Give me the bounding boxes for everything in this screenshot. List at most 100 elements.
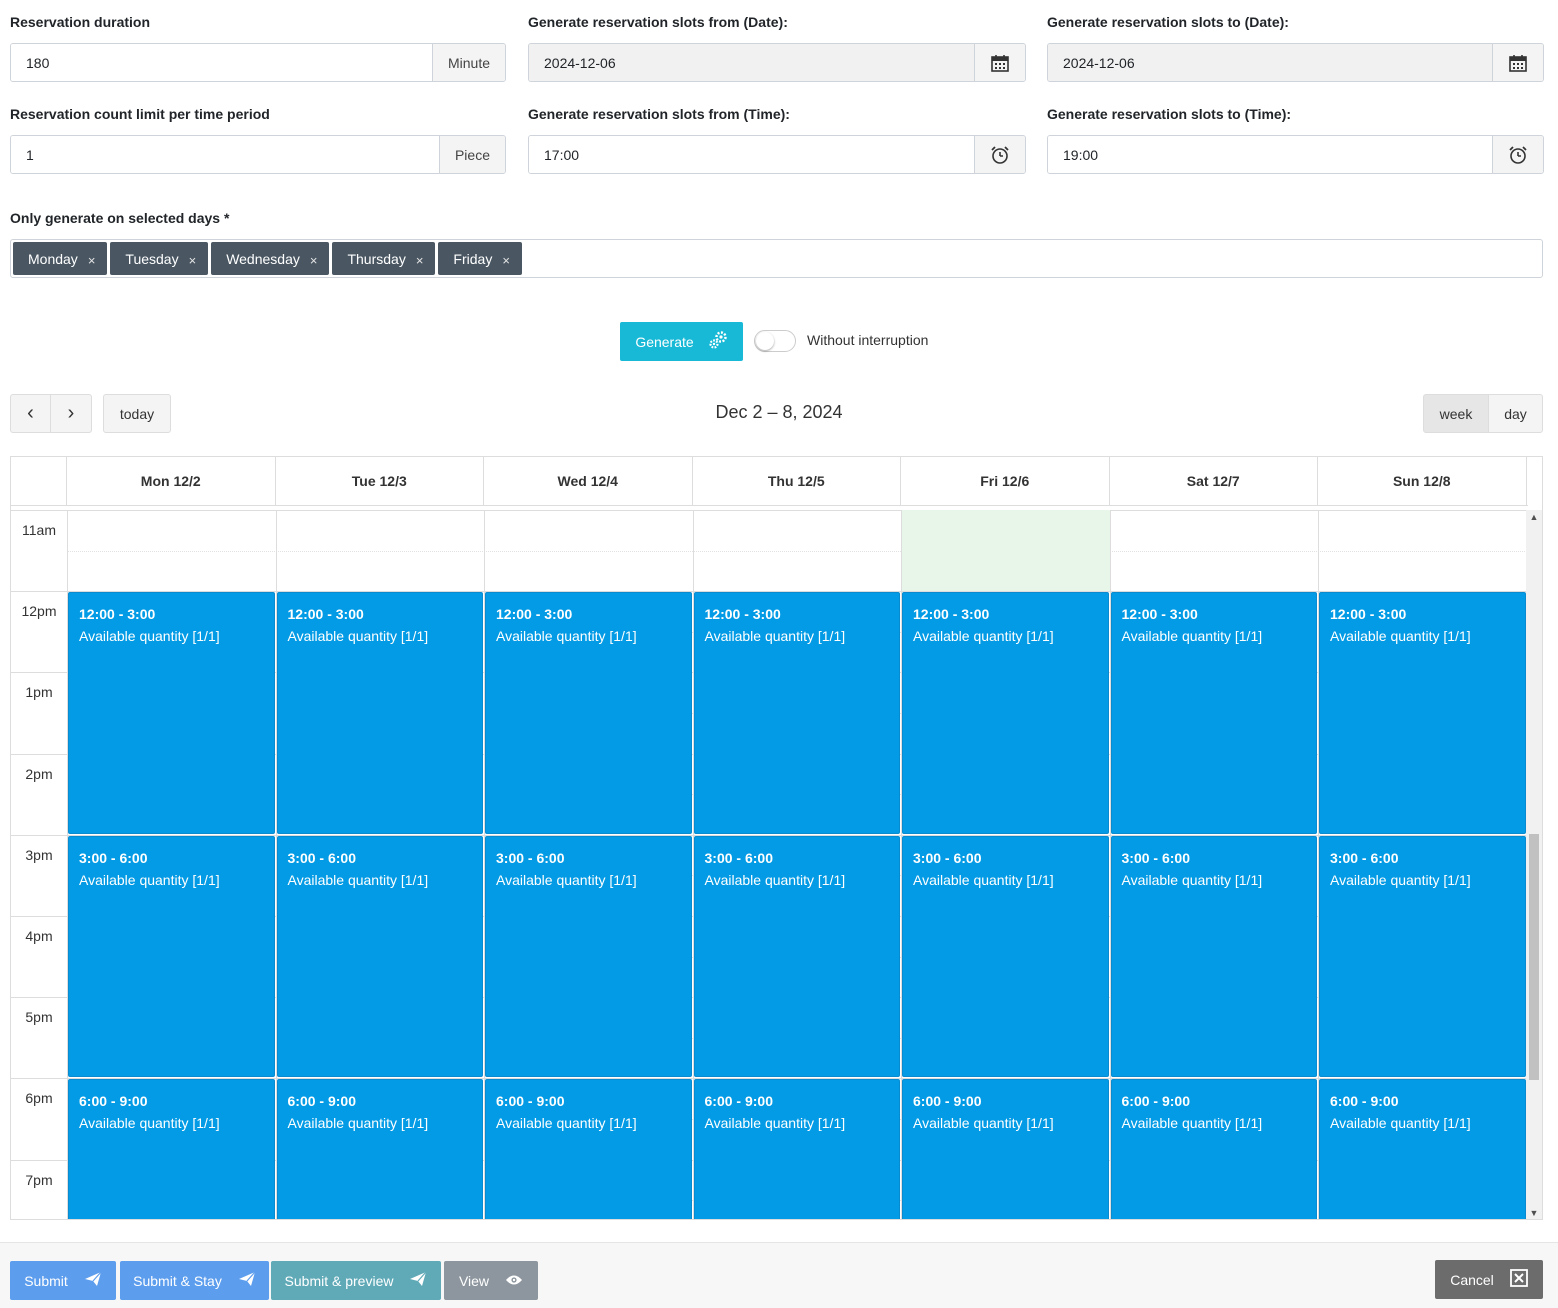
reservation-slot-event[interactable]: 12:00 - 3:00 Available quantity [1/1] (276, 592, 483, 834)
reservation-slot-event[interactable]: 6:00 - 9:00 Available quantity [1/1] (276, 1079, 483, 1219)
submit-preview-label: Submit & preview (284, 1272, 394, 1289)
reservation-slot-event[interactable]: 3:00 - 6:00 Available quantity [1/1] (68, 835, 275, 1078)
week-view-button[interactable]: week (1423, 394, 1489, 433)
reservation-slot-event[interactable]: 3:00 - 6:00 Available quantity [1/1] (693, 835, 900, 1078)
day-header: Wed 12/4 (484, 457, 693, 505)
cancel-button[interactable]: Cancel (1435, 1260, 1543, 1299)
day-header: Fri 12/6 (901, 457, 1110, 505)
slot-time: 6:00 - 9:00 (913, 1093, 982, 1110)
view-button[interactable]: View (444, 1261, 538, 1300)
scrollbar-thumb[interactable] (1529, 834, 1539, 1080)
duration-input[interactable]: 180 (11, 44, 432, 81)
eye-icon (505, 1273, 523, 1289)
slot-availability: Available quantity [1/1] (704, 871, 846, 888)
day-column-line (484, 510, 485, 1219)
hour-label: 6pm (25, 1090, 53, 1107)
slot-availability: Available quantity [1/1] (913, 1115, 1054, 1132)
reservation-slot-event[interactable]: 3:00 - 6:00 Available quantity [1/1] (276, 835, 483, 1078)
calendar-scrollbar[interactable]: ▲ ▼ (1526, 510, 1542, 1219)
reservation-slot-event[interactable]: 3:00 - 6:00 Available quantity [1/1] (485, 835, 692, 1078)
slot-availability: Available quantity [1/1] (496, 1115, 637, 1132)
day-view-button[interactable]: day (1488, 394, 1543, 433)
hour-label: 1pm (25, 684, 53, 701)
slot-time: 3:00 - 6:00 (79, 849, 148, 866)
without-interruption-label: Without interruption (807, 332, 929, 348)
submit-preview-button[interactable]: Submit & preview (271, 1261, 441, 1300)
remove-icon[interactable]: × (502, 252, 510, 268)
view-label: View (458, 1272, 490, 1289)
reservation-slot-event[interactable]: 12:00 - 3:00 Available quantity [1/1] (485, 592, 692, 834)
remove-icon[interactable]: × (188, 252, 197, 268)
alarm-clock-icon[interactable] (974, 136, 1025, 173)
count-limit-field[interactable]: 1 Piece (10, 135, 506, 174)
duration-field[interactable]: 180 Minute (10, 43, 506, 82)
close-square-icon (1509, 1269, 1528, 1290)
submit-stay-button[interactable]: Submit & Stay (120, 1261, 269, 1300)
day-tag-label: Monday (28, 250, 78, 267)
day-tag[interactable]: Tuesday × (110, 242, 209, 275)
slot-time: 12:00 - 3:00 (287, 606, 364, 623)
reservation-slot-event[interactable]: 12:00 - 3:00 Available quantity [1/1] (902, 592, 1109, 834)
date-from-input[interactable]: 2024-12-06 (529, 44, 974, 81)
slot-availability: Available quantity [1/1] (79, 1115, 220, 1132)
calendar-header: Mon 12/2 Tue 12/3 Wed 12/4 Thu 12/5 Fri … (11, 457, 1528, 506)
time-from-input[interactable]: 17:00 (529, 136, 974, 173)
day-tag[interactable]: Wednesday × (211, 242, 330, 275)
date-to-field[interactable]: 2024-12-06 (1047, 43, 1544, 82)
slot-time: 6:00 - 9:00 (287, 1093, 356, 1110)
submit-button[interactable]: Submit (10, 1261, 116, 1300)
generate-button[interactable]: Generate (620, 322, 743, 361)
scroll-down-icon[interactable]: ▼ (1529, 1208, 1539, 1218)
submit-label: Submit (24, 1272, 68, 1289)
days-multiselect[interactable]: Monday × Tuesday × Wednesday × Thursday × Fr… (10, 239, 1543, 278)
day-tag[interactable]: Monday × (13, 242, 108, 275)
reservation-slot-event[interactable]: 3:00 - 6:00 Available quantity [1/1] (1110, 835, 1317, 1078)
reservation-slot-event[interactable]: 3:00 - 6:00 Available quantity [1/1] (1319, 835, 1526, 1078)
reservation-slot-event[interactable]: 3:00 - 6:00 Available quantity [1/1] (902, 835, 1109, 1078)
reservation-slot-event[interactable]: 6:00 - 9:00 Available quantity [1/1] (902, 1079, 1109, 1219)
reservation-slot-event[interactable]: 12:00 - 3:00 Available quantity [1/1] (693, 592, 900, 834)
slot-availability: Available quantity [1/1] (1121, 628, 1263, 645)
day-tag[interactable]: Friday × (438, 242, 522, 275)
slot-time: 12:00 - 3:00 (1330, 606, 1407, 623)
slot-availability: Available quantity [1/1] (913, 871, 1054, 888)
paper-plane-icon (409, 1271, 427, 1290)
slot-availability: Available quantity [1/1] (496, 871, 637, 888)
hour-line (11, 510, 1527, 511)
reservation-slot-event[interactable]: 6:00 - 9:00 Available quantity [1/1] (485, 1079, 692, 1219)
time-to-field[interactable]: 19:00 (1047, 135, 1544, 174)
without-interruption-toggle[interactable] (754, 330, 796, 352)
hour-line (11, 1078, 1527, 1080)
remove-icon[interactable]: × (309, 252, 318, 268)
hour-label: 7pm (25, 1171, 53, 1188)
gears-icon (708, 330, 728, 353)
remove-icon[interactable]: × (87, 252, 96, 268)
time-to-input[interactable]: 19:00 (1048, 136, 1492, 173)
calendar-icon[interactable] (1492, 44, 1543, 81)
day-column-line (692, 510, 694, 1219)
scroll-up-icon[interactable]: ▲ (1529, 512, 1539, 522)
reservation-slot-event[interactable]: 6:00 - 9:00 Available quantity [1/1] (1110, 1079, 1317, 1219)
remove-icon[interactable]: × (415, 252, 424, 268)
reservation-slot-event[interactable]: 12:00 - 3:00 Available quantity [1/1] (68, 592, 275, 834)
reservation-slot-event[interactable]: 12:00 - 3:00 Available quantity [1/1] (1319, 592, 1526, 834)
reservation-slot-event[interactable]: 6:00 - 9:00 Available quantity [1/1] (68, 1079, 275, 1219)
reservation-slot-event[interactable]: 6:00 - 9:00 Available quantity [1/1] (693, 1079, 900, 1219)
today-button[interactable]: today (103, 394, 171, 433)
time-from-field[interactable]: 17:00 (528, 135, 1026, 174)
count-limit-input[interactable]: 1 (11, 136, 439, 173)
slot-availability: Available quantity [1/1] (1330, 1115, 1471, 1132)
calendar-body[interactable]: 11am 12pm 1pm 2pm 3pm 4pm 5pm 6pm 7pm 12:00 - 3:0… (11, 510, 1528, 1219)
alarm-clock-icon[interactable] (1492, 136, 1543, 173)
slot-time: 6:00 - 9:00 (1330, 1093, 1399, 1110)
slot-time: 3:00 - 6:00 (1330, 849, 1399, 866)
hour-label: 12pm (21, 603, 57, 620)
today-highlight (901, 510, 1110, 592)
reservation-slot-event[interactable]: 6:00 - 9:00 Available quantity [1/1] (1319, 1079, 1526, 1219)
calendar-icon[interactable] (974, 44, 1025, 81)
reservation-slot-event[interactable]: 12:00 - 3:00 Available quantity [1/1] (1110, 592, 1317, 834)
date-to-input[interactable]: 2024-12-06 (1048, 44, 1492, 81)
day-tag[interactable]: Thursday × (332, 242, 436, 275)
date-from-field[interactable]: 2024-12-06 (528, 43, 1026, 82)
next-button[interactable]: › (50, 394, 92, 433)
